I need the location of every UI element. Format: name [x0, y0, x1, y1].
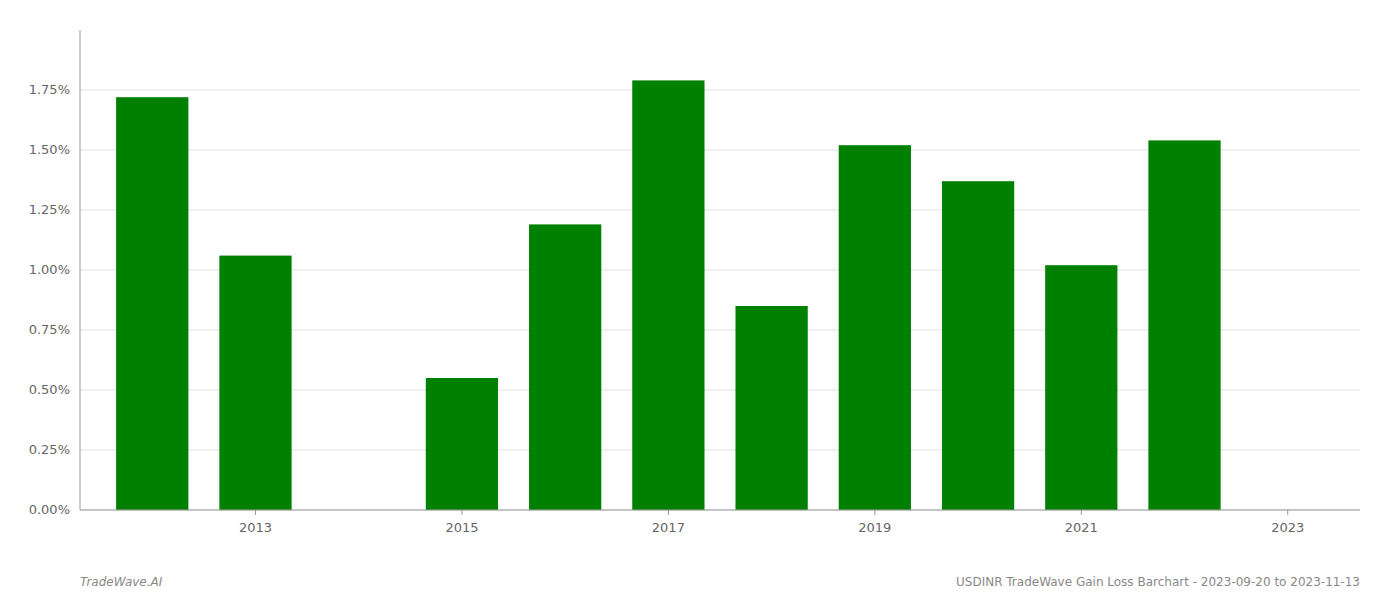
- x-axis-line: [80, 510, 1360, 511]
- y-tick-labels: 0.00% 0.25% 0.50% 0.75% 1.00% 1.25% 1.50% 1.75%: [29, 82, 70, 517]
- x-tick-label: 2021: [1065, 520, 1098, 535]
- y-tick-label: 0.25%: [29, 442, 70, 457]
- bars: [116, 80, 1221, 510]
- x-tick-label: 2017: [652, 520, 685, 535]
- y-tick-label: 0.00%: [29, 502, 70, 517]
- y-tick-label: 1.00%: [29, 262, 70, 277]
- x-tick: [874, 510, 875, 515]
- bar: [116, 97, 188, 510]
- footer-left: TradeWave.AI: [80, 575, 163, 589]
- x-tick-label: 2013: [239, 520, 272, 535]
- bar: [426, 378, 498, 510]
- x-tick-label: 2015: [445, 520, 478, 535]
- chart: 0.00% 0.25% 0.50% 0.75% 1.00% 1.25% 1.50% 1.75%…: [0, 0, 1400, 600]
- axes: [80, 30, 1360, 510]
- y-tick-label: 1.75%: [29, 82, 70, 97]
- bar: [1045, 265, 1117, 510]
- x-tick: [255, 510, 256, 515]
- bar: [942, 181, 1014, 510]
- bar: [219, 256, 291, 510]
- y-tick-label: 1.25%: [29, 202, 70, 217]
- y-tick-label: 0.50%: [29, 382, 70, 397]
- grid-line: [80, 510, 1360, 511]
- x-tick: [1081, 510, 1082, 515]
- bar: [839, 145, 911, 510]
- grid-line: [80, 90, 1360, 91]
- x-tick-label: 2019: [858, 520, 891, 535]
- x-tick: [668, 510, 669, 515]
- x-tick: [1287, 510, 1288, 515]
- y-tick-label: 0.75%: [29, 322, 70, 337]
- bar: [529, 224, 601, 510]
- footer: TradeWave.AI USDINR TradeWave Gain Loss B…: [80, 575, 1360, 589]
- x-tick-label: 2023: [1271, 520, 1304, 535]
- y-axis-line: [80, 30, 81, 510]
- bar: [1148, 140, 1220, 510]
- x-tick-labels: 2013 2015 2017 2019 2021 2023: [239, 510, 1304, 535]
- bar: [632, 80, 704, 510]
- bar: [735, 306, 807, 510]
- y-tick-label: 1.50%: [29, 142, 70, 157]
- y-grid: [80, 90, 1360, 510]
- x-tick: [461, 510, 462, 515]
- footer-right: USDINR TradeWave Gain Loss Barchart - 20…: [956, 575, 1360, 589]
